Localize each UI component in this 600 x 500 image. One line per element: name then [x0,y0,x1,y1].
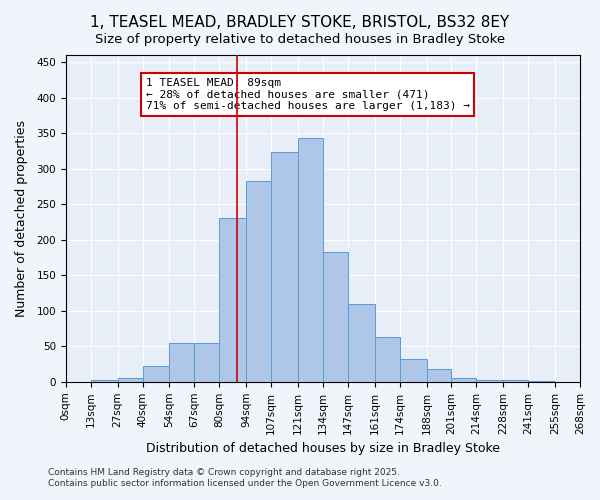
Bar [451,378,476,382]
Bar [348,304,375,382]
Text: 1 TEASEL MEAD: 89sqm
← 28% of detached houses are smaller (471)
71% of semi-deta: 1 TEASEL MEAD: 89sqm ← 28% of detached h… [146,78,470,111]
Text: Size of property relative to detached houses in Bradley Stoke: Size of property relative to detached ho… [95,32,505,46]
Text: 1, TEASEL MEAD, BRADLEY STOKE, BRISTOL, BS32 8EY: 1, TEASEL MEAD, BRADLEY STOKE, BRISTOL, … [91,15,509,30]
Bar [169,342,194,382]
Bar [323,252,348,382]
Bar [298,138,323,382]
Bar [194,342,219,382]
Bar [118,378,143,382]
Bar [271,152,298,382]
Bar [476,380,503,382]
Bar [219,218,246,382]
Bar [246,181,271,382]
Bar [528,381,555,382]
Bar [400,359,427,382]
Bar [91,380,118,382]
Bar [427,369,451,382]
Y-axis label: Number of detached properties: Number of detached properties [15,120,28,317]
Bar [503,380,528,382]
Bar [375,337,400,382]
Bar [143,366,169,382]
X-axis label: Distribution of detached houses by size in Bradley Stoke: Distribution of detached houses by size … [146,442,500,455]
Text: Contains HM Land Registry data © Crown copyright and database right 2025.
Contai: Contains HM Land Registry data © Crown c… [48,468,442,487]
